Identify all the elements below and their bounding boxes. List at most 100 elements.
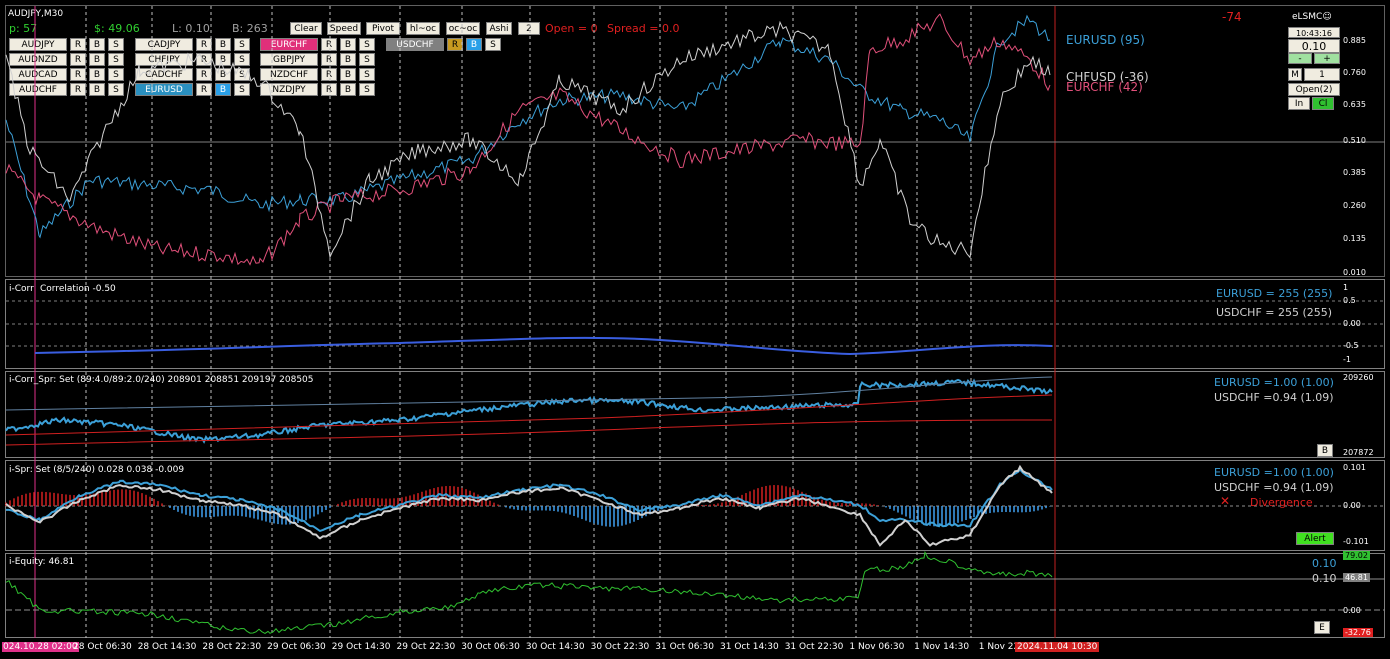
pair-b-button-0-3[interactable]: B (466, 38, 482, 51)
spread-value: Spread = 0.0 (607, 22, 680, 35)
legend-chfusd: CHFUSD (-36) (1066, 70, 1149, 84)
pair-b-button-1-2[interactable]: B (340, 53, 356, 66)
pair-r-button-2-0[interactable]: R (70, 68, 86, 81)
pair-r-button-2-1[interactable]: R (196, 68, 212, 81)
pair-b-button-3-1[interactable]: B (215, 83, 231, 96)
pair-b-button-3-0[interactable]: B (89, 83, 105, 96)
pair-s-button-2-0[interactable]: S (108, 68, 124, 81)
pair-s-button-0-3[interactable]: S (485, 38, 501, 51)
toolbar-button-3[interactable]: hl~oc (406, 22, 440, 35)
lot-field[interactable]: 0.10 (1288, 39, 1340, 53)
in-button[interactable]: In (1288, 97, 1310, 110)
spr-usdchf-line (5, 464, 1053, 547)
corr-axis-label: 0.00 (1343, 319, 1361, 328)
pair-b-button-3-2[interactable]: B (340, 83, 356, 96)
main-axis-label: 0.385 (1343, 168, 1366, 177)
pair-r-button-3-1[interactable]: R (196, 83, 212, 96)
pair-s-button-1-2[interactable]: S (359, 53, 375, 66)
pair-r-button-1-2[interactable]: R (321, 53, 337, 66)
pair-r-button-2-2[interactable]: R (321, 68, 337, 81)
close-all-button[interactable]: Cl (1312, 97, 1334, 110)
pair-r-button-0-2[interactable]: R (321, 38, 337, 51)
main-axis-label: 0.885 (1343, 36, 1366, 45)
pair-b-button-0-0[interactable]: B (89, 38, 105, 51)
equity-tag-current: 46.81 (1343, 573, 1370, 582)
spr-axis-label: 0.101 (1343, 463, 1366, 472)
corrspr-upper-guide (5, 376, 1053, 411)
equity-lot-1: 0.10 (1312, 557, 1337, 570)
pair-button-3-2[interactable]: NZDJPY (260, 83, 318, 96)
pair-button-3-1[interactable]: EURUSD (135, 83, 193, 96)
corr-title: i-Corr (9, 284, 34, 294)
pair-button-3-0[interactable]: AUDCHF (9, 83, 67, 96)
m-label: M (1288, 68, 1302, 81)
legend-eurusd: EURUSD (95) (1066, 33, 1145, 47)
pair-button-0-0[interactable]: AUDJPY (9, 38, 67, 51)
pair-button-0-1[interactable]: CADJPY (135, 38, 193, 51)
x-axis-tick: 1 Nov 06:30 (849, 642, 905, 652)
pair-s-button-0-1[interactable]: S (234, 38, 250, 51)
pair-button-1-2[interactable]: GBPJPY (260, 53, 318, 66)
corr-axis-label: 1 (1343, 283, 1349, 292)
divergence-label: Divergence (1250, 496, 1313, 509)
equity-pane (5, 553, 1385, 638)
main-axis-label: 0.135 (1343, 234, 1366, 243)
pair-s-button-0-0[interactable]: S (108, 38, 124, 51)
profit-value: $: 49.06 (94, 22, 140, 35)
pair-b-button-0-1[interactable]: B (215, 38, 231, 51)
corrspr-b-button[interactable]: B (1317, 444, 1333, 457)
corrspr-axis-top: 209260 (1343, 373, 1374, 382)
pair-b-button-1-0[interactable]: B (89, 53, 105, 66)
x-axis-tick: 30 Oct 22:30 (590, 642, 650, 652)
m-value-field[interactable]: 1 (1304, 68, 1340, 81)
right-value: -74 (1222, 10, 1242, 24)
pair-s-button-0-2[interactable]: S (359, 38, 375, 51)
corr-axis-label: 0.5 (1343, 296, 1356, 305)
main-axis-label: 0.760 (1343, 68, 1366, 77)
toolbar-button-6[interactable]: 2 (518, 22, 540, 35)
pair-button-0-3[interactable]: USDCHF (386, 38, 444, 51)
pair-button-1-0[interactable]: AUDNZD (9, 53, 67, 66)
toolbar-button-1[interactable]: Speed (327, 22, 361, 35)
equity-e-button[interactable]: E (1314, 621, 1330, 634)
pair-button-2-2[interactable]: NZDCHF (260, 68, 318, 81)
alert-button[interactable]: Alert (1296, 532, 1334, 545)
spread-corr-pane (5, 371, 1385, 458)
lot-plus-button[interactable]: + (1314, 53, 1340, 64)
pair-s-button-1-0[interactable]: S (108, 53, 124, 66)
corrspr-axis-bottom: 207872 (1343, 448, 1374, 457)
pair-s-button-3-1[interactable]: S (234, 83, 250, 96)
corrspr-eurusd-line (5, 378, 1053, 444)
pair-s-button-3-0[interactable]: S (108, 83, 124, 96)
pair-r-button-3-2[interactable]: R (321, 83, 337, 96)
pair-button-0-2[interactable]: EURCHF (260, 38, 318, 51)
corr-axis-label: -0.5 (1343, 341, 1359, 350)
toolbar-button-4[interactable]: oc~oc (446, 22, 480, 35)
corr-line (34, 336, 1053, 356)
pair-s-button-2-2[interactable]: S (359, 68, 375, 81)
pair-s-button-1-1[interactable]: S (234, 53, 250, 66)
lot-minus-button[interactable]: - (1288, 53, 1312, 64)
open-positions-button[interactable]: Open(2) (1288, 83, 1340, 96)
toolbar-button-2[interactable]: Pivot (366, 22, 400, 35)
toolbar-button-5[interactable]: Ashi (486, 22, 512, 35)
pair-b-button-0-2[interactable]: B (340, 38, 356, 51)
main-eurusd-line (5, 14, 1051, 239)
pair-b-button-2-0[interactable]: B (89, 68, 105, 81)
pair-s-button-3-2[interactable]: S (359, 83, 375, 96)
equity-tag-high: 79.02 (1343, 551, 1370, 560)
p-value: p: 57 (9, 22, 38, 35)
pair-button-2-0[interactable]: AUDCAD (9, 68, 67, 81)
pair-r-button-1-0[interactable]: R (70, 53, 86, 66)
x-axis-tick: 28 Oct 14:30 (137, 642, 197, 652)
equity-line (5, 550, 1053, 634)
main-axis-label: 0.010 (1343, 268, 1366, 277)
brand-label: eLSMC☺ (1292, 12, 1332, 22)
x-axis-tick: 31 Oct 06:30 (655, 642, 714, 652)
pair-b-button-2-2[interactable]: B (340, 68, 356, 81)
toolbar-button-0[interactable]: Clear (290, 22, 322, 35)
equity-lot-2: 0.10 (1312, 572, 1337, 585)
pair-button-2-1[interactable]: CADCHF (135, 68, 193, 81)
pair-r-button-3-0[interactable]: R (70, 83, 86, 96)
pair-b-button-1-1[interactable]: B (215, 53, 231, 66)
